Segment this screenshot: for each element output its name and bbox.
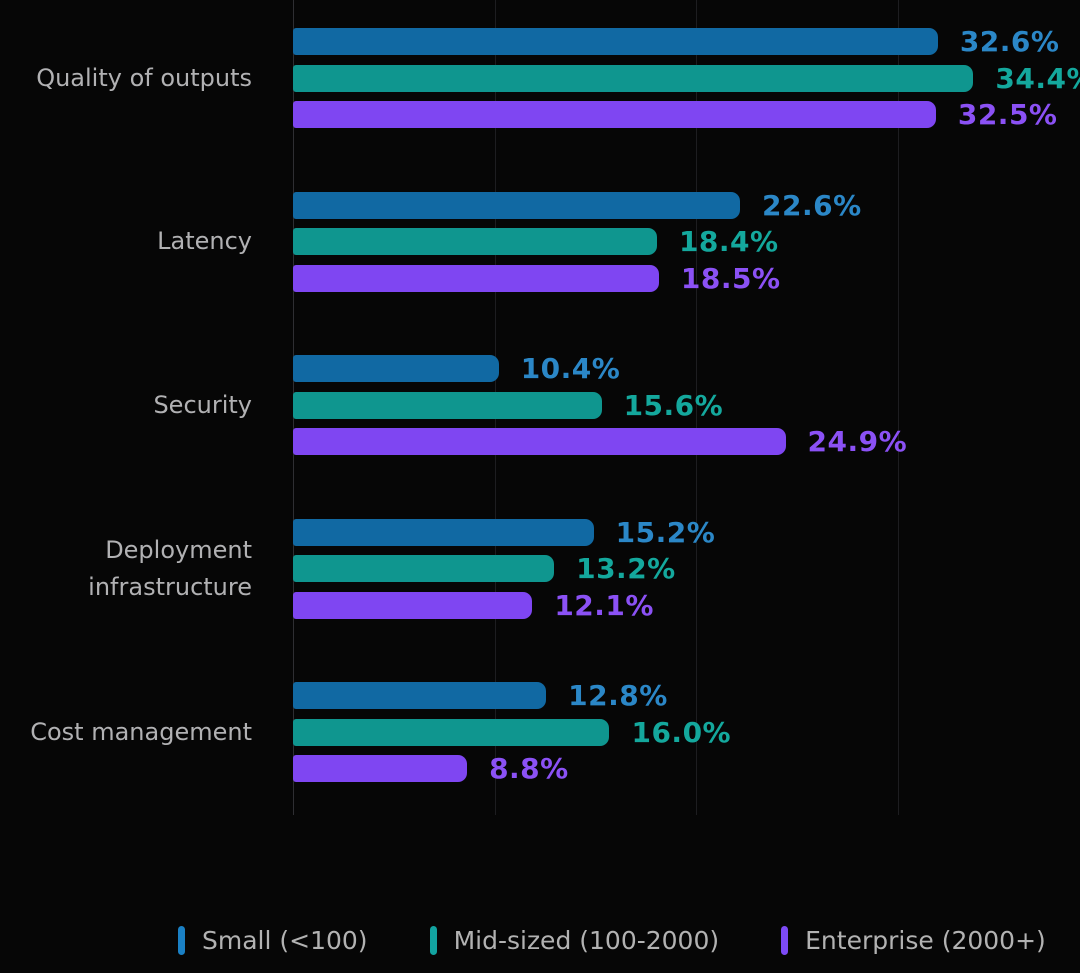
bar-row: 34.4% [293,61,1080,95]
bar [293,682,547,709]
bar-value-label: 13.2% [576,552,676,585]
bar-value-label: 18.4% [678,225,779,258]
bar [293,355,499,382]
legend: Small (<100) Mid-sized (100-2000) Enterpri… [178,920,1046,960]
gridline [897,0,899,815]
bar-value-label: 15.6% [623,388,724,422]
bar-group: Quality of outputs 32.6%34.4%32.5% [0,25,1080,131]
bar [293,755,468,782]
bar-row: 12.1% [293,588,1080,622]
legend-label: Mid-sized (100-2000) [453,925,720,955]
bar [293,591,533,619]
category-label: Quality of outputs [36,63,252,92]
bar-row: 32.5% [293,98,1080,131]
legend-label: Small (<100) [202,925,368,955]
bar-group: Deployment infrastructure 15.2% 13.2% 12.1% [0,515,1080,622]
bar [293,264,659,292]
bar-row: 24.9% [293,425,1080,458]
bar-row: 10.4% [293,352,1080,385]
bar [293,28,938,55]
bar-row: 18.4% [293,225,1080,258]
bar [293,64,974,92]
bar-row: 32.6% [293,25,1080,58]
bar-group: Cost management 12.8% 16.0% 8.8% [0,679,1080,785]
category-label: Deployment infrastructure [88,535,252,601]
bar-value-label: 32.5% [957,98,1058,131]
bar [293,718,610,746]
bar [293,518,594,546]
bar-value-label: 15.2% [615,515,716,549]
bar-row: 12.8% [293,679,1080,712]
bar-row: 15.6% [293,388,1080,422]
bar-value-label: 22.6% [762,188,862,222]
bar-row: 18.5% [293,261,1080,295]
bar-value-label: 10.4% [520,352,621,385]
bar [293,191,741,219]
legend-label: Enterprise (2000+) [805,925,1046,955]
bar-value-label: 8.8% [489,752,569,785]
bar-row: 15.2% [293,515,1080,549]
category-label: Cost management [30,717,252,746]
bar-value-label: 16.0% [631,715,732,749]
bar-value-label: 32.6% [959,25,1060,58]
bar [293,391,602,419]
bar [293,101,936,128]
bar-group: Latency 22.6% 18.4% 18.5% [0,188,1080,295]
bar-row: 22.6% [293,188,1080,222]
bar [293,228,657,255]
legend-swatch [781,925,789,955]
category-label: Security [153,390,252,419]
bar-row: 16.0% [293,715,1080,749]
plot-area: Quality of outputs 32.6%34.4%32.5% Latency… [0,0,1080,815]
legend-swatch [178,925,185,955]
bar [293,555,555,582]
bar-value-label: 12.8% [568,679,668,712]
bar-value-label: 34.4% [995,61,1080,95]
bar-group: Security 10.4% 15.6% 24.9% [0,352,1080,458]
legend-item: Mid-sized (100-2000) [429,925,720,955]
bar-value-label: 12.1% [554,588,654,622]
bar-value-label: 24.9% [807,425,908,458]
bar [293,428,786,455]
legend-item: Small (<100) [178,925,368,955]
legend-swatch [429,925,437,955]
gridline [696,0,697,815]
legend-item: Enterprise (2000+) [781,925,1046,955]
bar-row: 8.8% [293,752,1080,785]
category-label: Latency [157,227,252,255]
bar-row: 13.2% [293,552,1080,585]
bar-value-label: 18.5% [680,261,781,295]
